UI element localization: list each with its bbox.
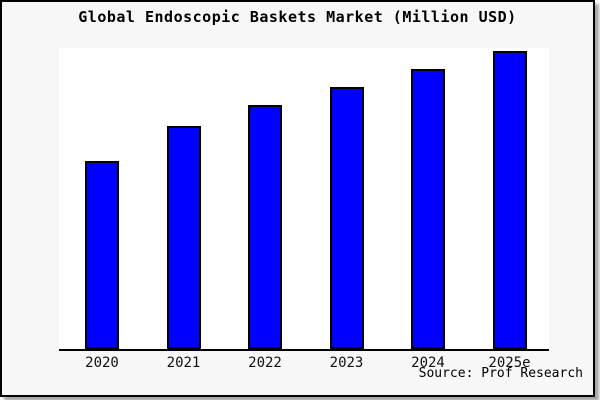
bar-2021 xyxy=(166,125,201,349)
bar-2022 xyxy=(248,104,282,349)
x-tick-label-2023: 2023 xyxy=(329,355,364,371)
bar-2025e xyxy=(492,51,527,349)
source-credit: Source: Prof Research xyxy=(418,366,583,381)
x-tick-label-2020: 2020 xyxy=(85,355,119,371)
bar-2020 xyxy=(85,161,119,349)
plot-area xyxy=(59,48,549,351)
x-tick-label-2021: 2021 xyxy=(166,355,201,371)
chart-title: Global Endoscopic Baskets Market (Millio… xyxy=(78,8,517,26)
bar-2023 xyxy=(329,86,364,349)
x-tick-label-2022: 2022 xyxy=(248,355,282,371)
x-tick-label-2024: 2024 xyxy=(411,355,445,371)
x-tick-label-2025e: 2025e xyxy=(488,355,531,371)
bar-2024 xyxy=(411,68,445,349)
